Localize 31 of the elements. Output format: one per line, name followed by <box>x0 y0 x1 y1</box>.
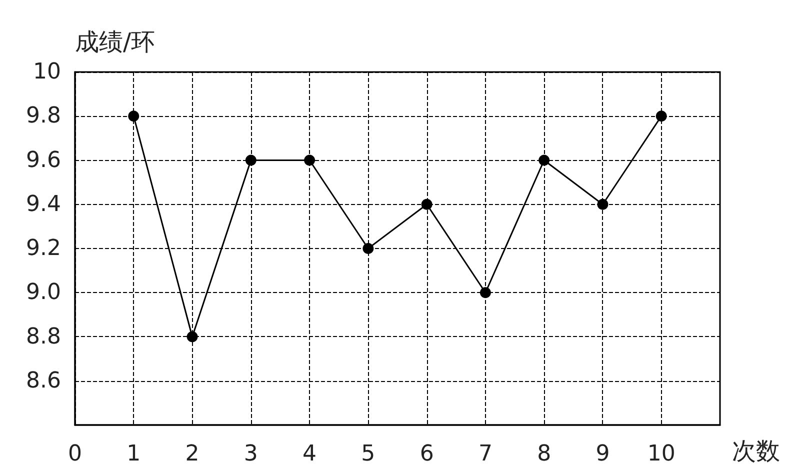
x-tick-label: 6 <box>420 442 434 466</box>
x-tick-label: 3 <box>244 442 258 466</box>
x-tick-label: 5 <box>361 442 376 466</box>
point <box>362 243 374 254</box>
x-tick-label: 1 <box>126 442 141 466</box>
y-tick-label: 9.6 <box>26 148 61 173</box>
y-tick-label: 8.8 <box>26 324 61 350</box>
point <box>304 154 316 166</box>
y-tick-label: 9.4 <box>26 192 61 217</box>
x-axis-title: 次数 <box>732 437 780 465</box>
point <box>245 154 256 166</box>
point <box>421 198 432 210</box>
point <box>186 331 198 342</box>
x-tick-label: 7 <box>478 442 492 466</box>
point <box>128 110 140 122</box>
y-tick-label: 9.2 <box>26 236 61 261</box>
point <box>480 287 491 298</box>
point <box>597 198 608 210</box>
point <box>656 110 667 122</box>
x-tick-label: 2 <box>185 442 200 466</box>
y-tick-label: 9.0 <box>26 280 61 306</box>
y-tick-label: 10 <box>33 60 61 84</box>
x-tick-label: 0 <box>68 442 82 466</box>
point <box>538 154 550 166</box>
x-tick-label: 4 <box>302 442 317 466</box>
x-tick-label: 8 <box>537 442 552 466</box>
y-tick-label: 9.8 <box>26 104 61 129</box>
x-tick-label: 10 <box>647 442 676 466</box>
y-tick-label: 8.6 <box>26 368 61 394</box>
x-tick-label: 9 <box>596 442 610 466</box>
y-axis-title: 成绩/环 <box>75 28 156 56</box>
